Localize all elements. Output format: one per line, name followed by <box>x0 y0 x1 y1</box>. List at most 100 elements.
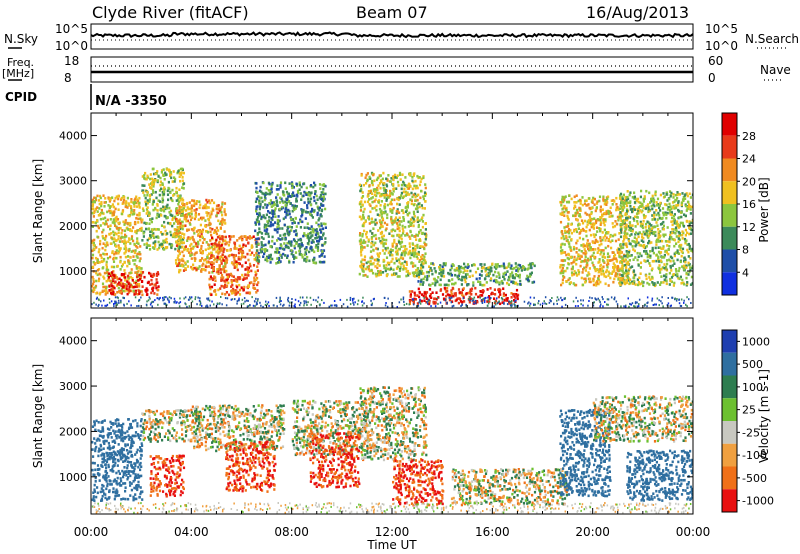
power-cell <box>172 232 175 236</box>
power-cell <box>634 273 637 277</box>
power-cell <box>507 263 510 266</box>
power-cell <box>413 275 416 278</box>
power-cell <box>418 239 421 242</box>
power-cell <box>378 237 381 240</box>
power-cell <box>567 225 570 228</box>
power-cell <box>109 211 112 215</box>
power-cell <box>297 238 300 242</box>
power-cell <box>585 199 588 202</box>
power-cell <box>165 237 168 241</box>
power-cell <box>658 206 661 210</box>
power-cell <box>178 250 181 253</box>
power-cell <box>164 229 167 233</box>
power-cell <box>434 301 437 304</box>
power-cell <box>575 251 578 254</box>
power-cell <box>162 174 165 177</box>
power-cell <box>117 228 120 232</box>
power-cell <box>220 255 223 258</box>
power-cell <box>374 218 377 222</box>
power-cell <box>204 268 207 272</box>
power-cell <box>126 289 129 292</box>
power-cell <box>449 268 452 272</box>
power-cell <box>160 171 163 174</box>
power-cell <box>624 254 627 258</box>
power-cell <box>262 192 265 196</box>
power-cell <box>531 262 535 266</box>
power-cell <box>364 220 367 223</box>
power-cell <box>317 207 320 210</box>
power-cell <box>220 205 223 209</box>
power-cell <box>504 271 507 275</box>
power-cell <box>99 217 102 221</box>
power-cell <box>642 230 645 234</box>
power-cell <box>399 178 402 181</box>
power-cell <box>497 288 500 292</box>
power-cell <box>517 263 520 267</box>
power-cell <box>321 183 324 187</box>
power-cell <box>471 274 474 278</box>
power-cell <box>623 280 626 284</box>
power-cell <box>398 216 401 220</box>
power-cell <box>121 273 124 276</box>
power-cell <box>570 262 573 265</box>
power-cell <box>599 252 602 256</box>
power-cell <box>529 263 533 267</box>
power-cell <box>263 250 266 254</box>
power-cell <box>488 268 491 272</box>
power-cell <box>404 234 407 237</box>
power-cell <box>300 185 303 189</box>
power-cell <box>420 189 423 193</box>
power-cell <box>655 259 658 263</box>
power-cell <box>305 193 308 196</box>
power-cell <box>380 235 384 239</box>
power-cell <box>120 198 123 201</box>
power-cell <box>616 205 619 209</box>
power-cell <box>201 230 204 234</box>
power-cell <box>429 266 432 270</box>
power-cell <box>669 233 672 237</box>
power-cell <box>221 223 224 226</box>
power-cell <box>492 279 495 283</box>
power-cell <box>266 192 269 196</box>
power-cell <box>515 281 518 285</box>
power-cell <box>201 257 204 260</box>
power-cell <box>563 251 567 254</box>
power-cell <box>140 229 143 232</box>
power-cell <box>593 235 596 239</box>
power-cell <box>162 188 165 191</box>
power-cell <box>585 234 588 238</box>
power-cell <box>449 272 453 276</box>
power-cell <box>270 190 273 194</box>
power-cell <box>134 249 137 252</box>
power-cell <box>447 271 450 275</box>
power-cell <box>207 265 210 268</box>
power-cell <box>476 267 480 270</box>
power-cell <box>683 282 686 286</box>
power-cell <box>660 275 663 278</box>
power-cell <box>594 281 597 285</box>
power-cell <box>390 177 393 180</box>
power-cell <box>190 204 193 207</box>
power-cell <box>399 268 402 271</box>
power-cell <box>376 176 379 180</box>
power-cell <box>298 181 301 184</box>
power-cell <box>460 300 463 303</box>
power-cell <box>579 257 582 260</box>
power-cell <box>247 291 250 295</box>
power-cell <box>92 278 95 281</box>
power-cell <box>306 204 309 207</box>
power-cell <box>610 246 613 250</box>
power-cell <box>264 247 267 251</box>
power-cell <box>670 207 673 211</box>
power-cell <box>681 221 684 225</box>
power-cell <box>674 273 677 277</box>
power-cell <box>396 227 399 231</box>
power-cell <box>175 240 178 243</box>
power-cell <box>563 226 566 229</box>
power-cell <box>416 294 419 297</box>
power-cell <box>233 247 236 250</box>
power-cell <box>663 255 666 259</box>
power-cell <box>417 253 420 256</box>
power-cell <box>389 180 392 183</box>
power-cell <box>324 192 327 196</box>
